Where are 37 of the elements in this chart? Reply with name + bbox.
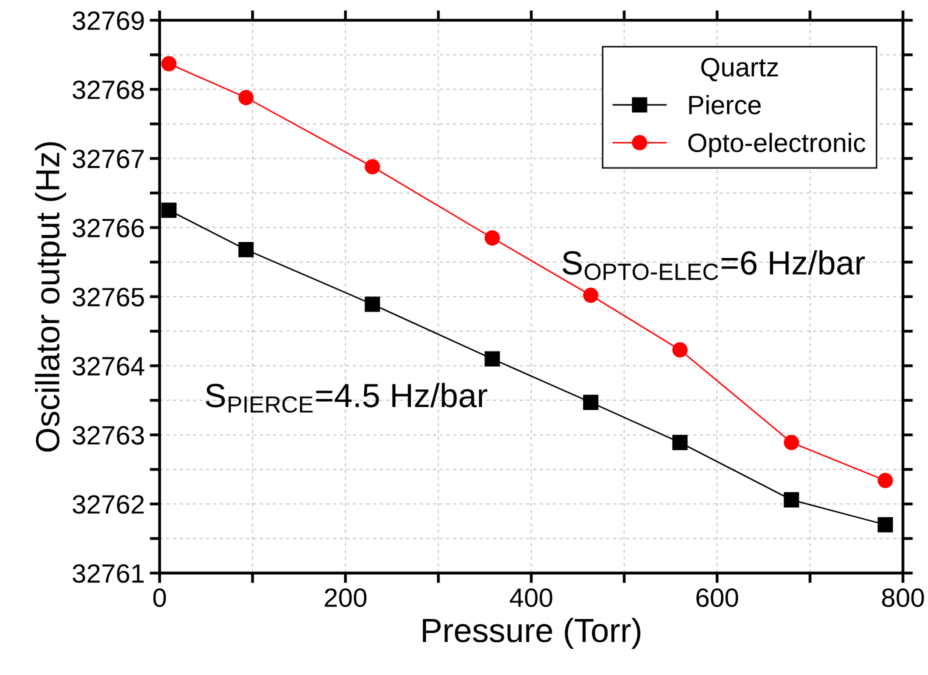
point	[161, 202, 177, 218]
point	[672, 434, 688, 450]
x-tick-label: 600	[696, 588, 738, 608]
y-tick-label: 32761	[72, 564, 144, 583]
y-tick-label: 32762	[72, 495, 144, 514]
point	[583, 288, 598, 303]
y-tick-label: 32766	[72, 218, 144, 238]
point	[364, 159, 380, 174]
point	[672, 342, 688, 358]
annotation: S$_{OPTO-ELEC}$=6 Hz/bar	[562, 250, 865, 280]
x-axis-title: Pressure (Torr)	[422, 618, 640, 649]
point	[484, 230, 500, 246]
legend-label: Opto-electronic	[688, 132, 866, 158]
x-tick-label: 0	[153, 588, 166, 608]
x-tick-label: 400	[510, 588, 552, 608]
point	[484, 351, 500, 366]
y-tick-label: 32769	[72, 11, 144, 30]
point	[784, 492, 800, 508]
x-tick-label: 200	[324, 588, 366, 608]
y-tick-label: 32768	[72, 80, 144, 100]
point	[238, 242, 254, 258]
point	[161, 56, 177, 72]
point	[364, 296, 380, 312]
legend-title: Quartz	[701, 58, 778, 82]
x-tick-label: 800	[882, 588, 924, 608]
y-tick-label: 32765	[72, 288, 144, 306]
y-axis-title: Oscillator output (Hz)	[35, 142, 66, 452]
annotation: S$_{PIERCE}$=4.5 Hz/bar	[206, 382, 488, 413]
point	[878, 472, 893, 488]
y-tick-label: 32763	[72, 426, 144, 445]
point	[878, 517, 893, 532]
y-tick-label: 32764	[72, 356, 144, 376]
legend-label: Pierce	[689, 94, 761, 114]
point	[784, 434, 800, 450]
y-tick-label: 32767	[72, 150, 144, 168]
point	[583, 394, 598, 410]
point	[238, 90, 254, 106]
